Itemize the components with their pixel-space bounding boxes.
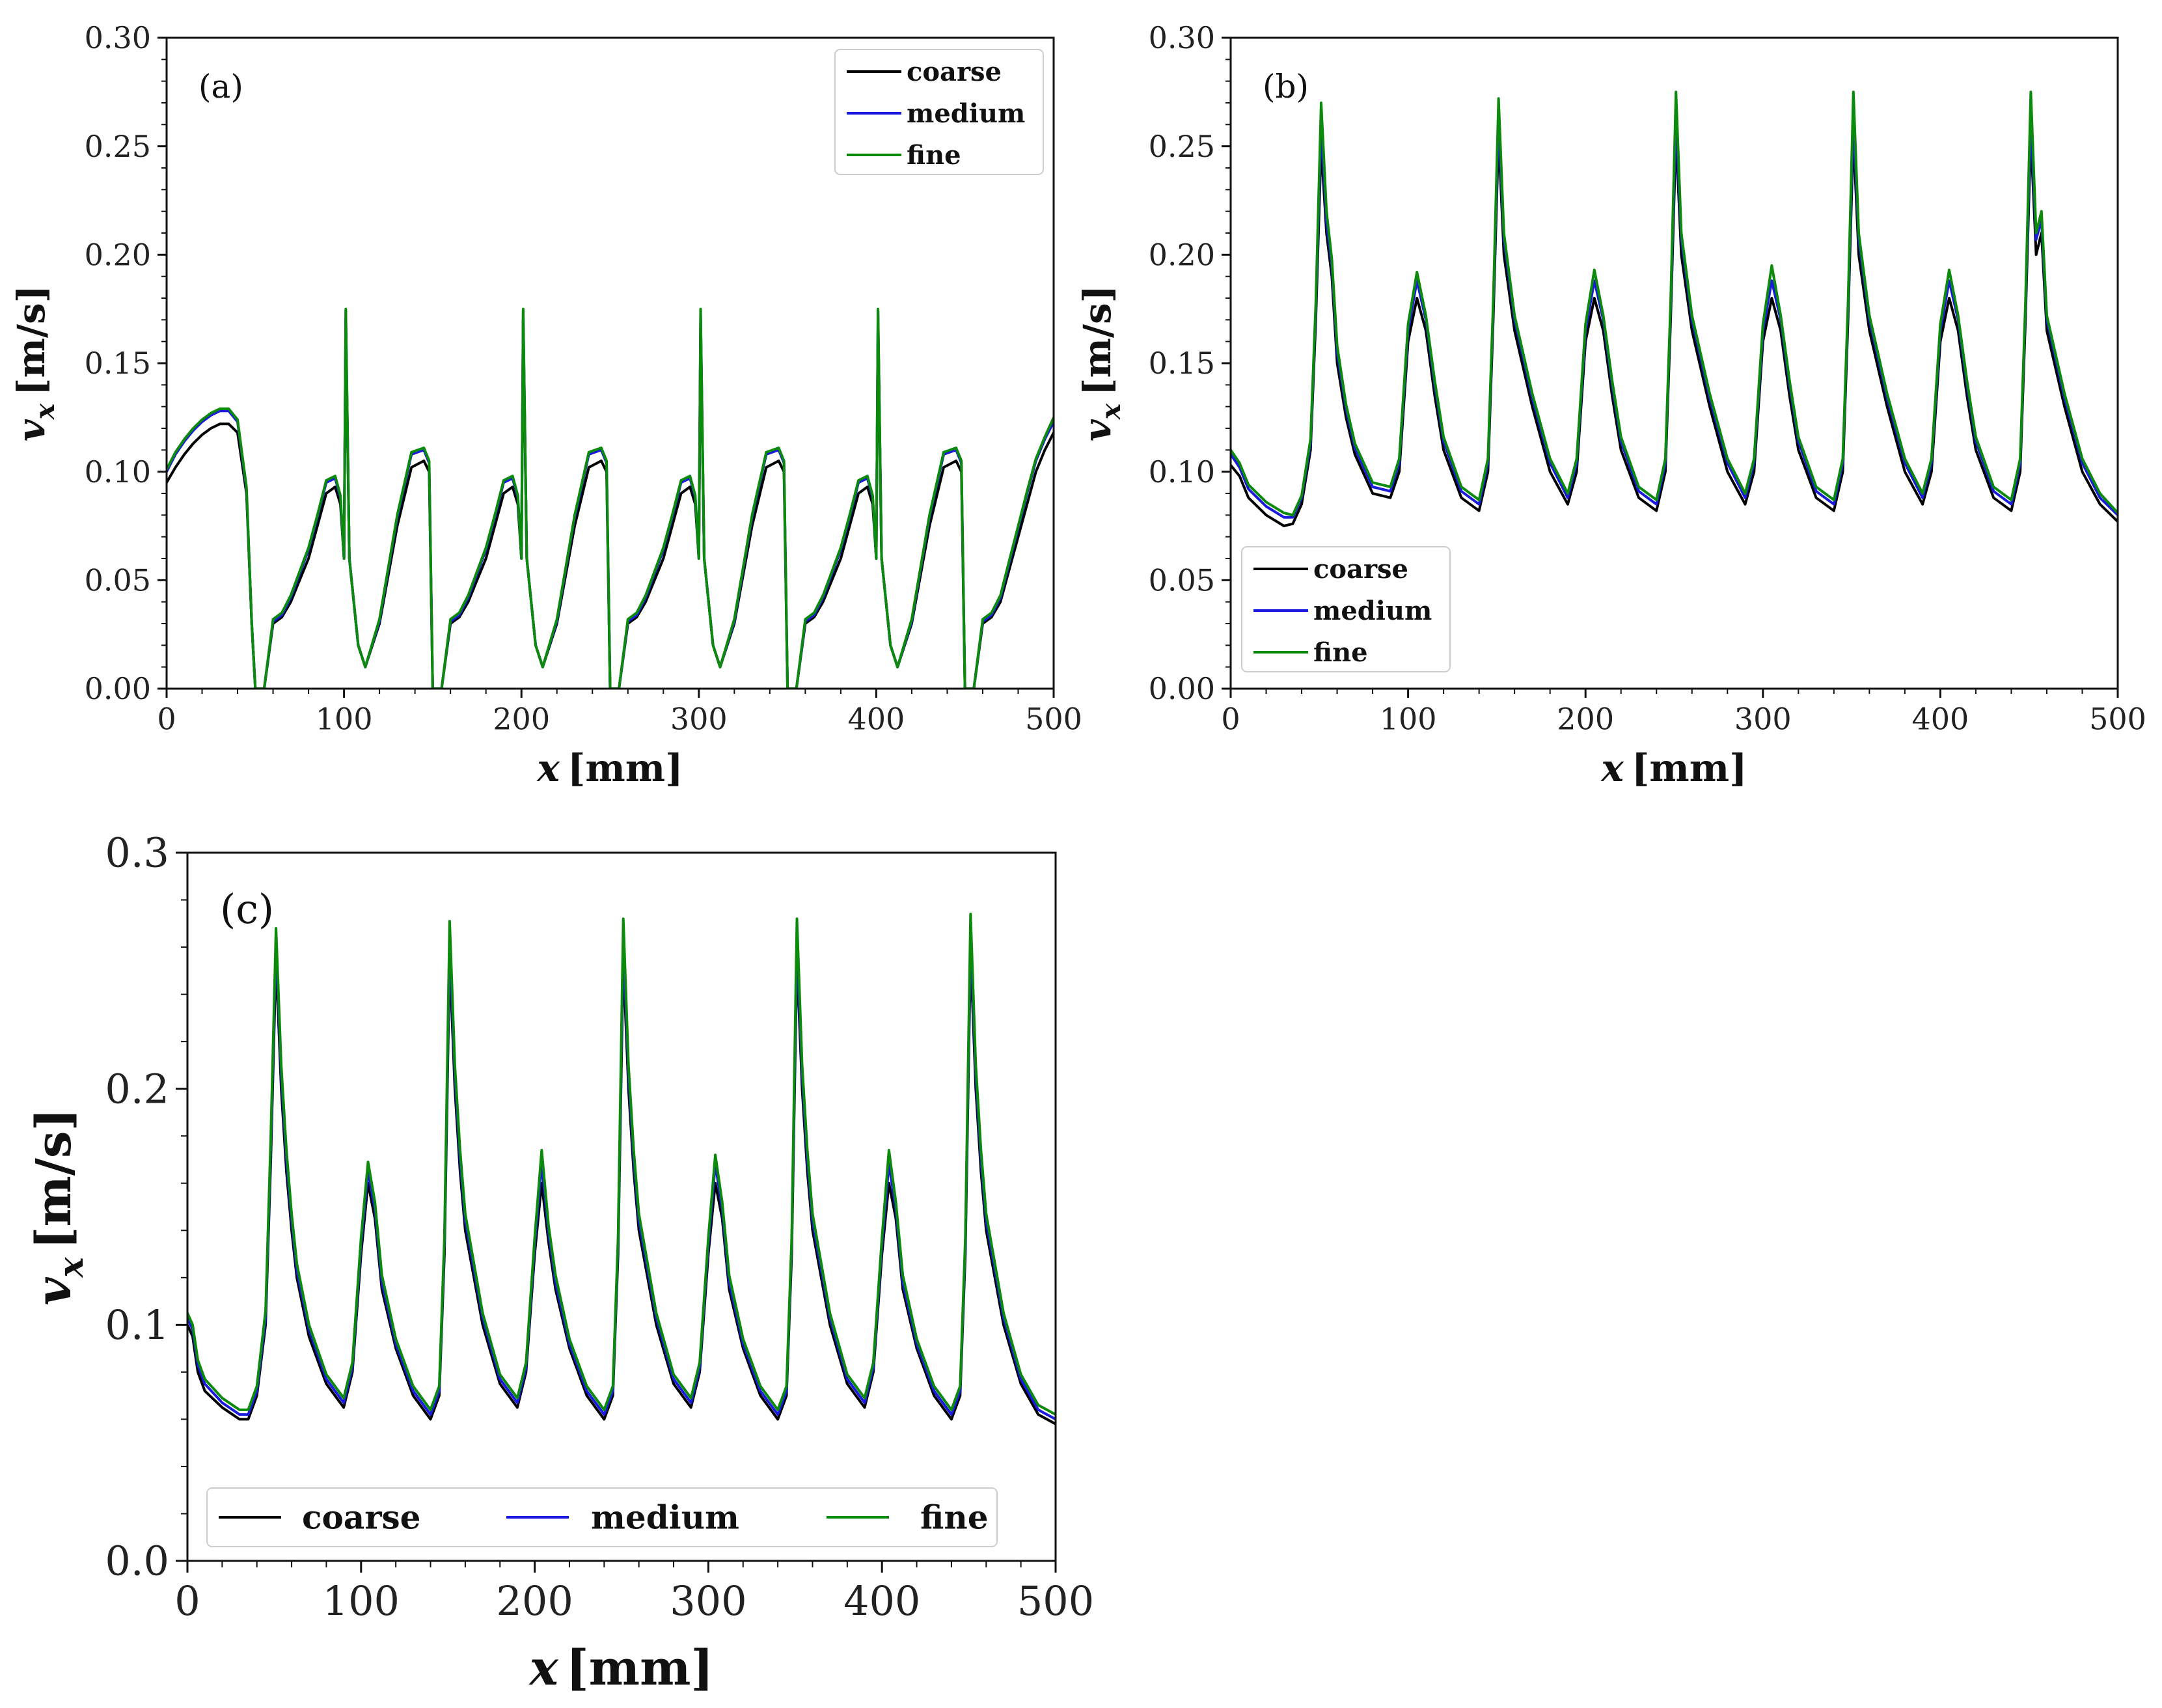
- y-tick-label: 0.3: [105, 829, 169, 877]
- x-axis-var: x: [536, 746, 560, 790]
- series-line-coarse: [187, 950, 1056, 1426]
- y-axis-var: v: [1075, 419, 1119, 441]
- legend: coarse medium fine: [1241, 546, 1451, 672]
- x-tick-label: 400: [847, 701, 905, 736]
- chart-panel-b: 0 100 200 300 400 500 0.00 0.05 0.10 0.15 0.20 0.25…: [1075, 20, 2146, 790]
- legend-label-coarse: coarse: [907, 57, 1002, 87]
- x-tick-label: 100: [1380, 701, 1437, 736]
- y-tick-label: 0.15: [1149, 346, 1215, 381]
- plot-frame: [186, 851, 1057, 1562]
- legend-box: [834, 49, 1044, 175]
- x-tick-label: 100: [316, 701, 373, 736]
- chart-panel-a: 0 100 200 300 400 500 0.00 0.05 0.10 0.15 0.20 0.25…: [9, 20, 1082, 790]
- x-tick-label: 300: [1734, 701, 1792, 736]
- x-tick-label: 400: [843, 1577, 920, 1625]
- x-axis-unit: [mm]: [1632, 746, 1747, 790]
- x-tick-label: 200: [496, 1577, 573, 1625]
- legend-label-fine: fine: [920, 1498, 989, 1537]
- legend-label-medium: medium: [1313, 596, 1432, 626]
- y-axis-sub: x: [51, 1257, 91, 1278]
- y-axis-sub: x: [29, 403, 61, 420]
- x-tick-label: 500: [1025, 701, 1082, 736]
- x-tick-label: 300: [670, 1577, 746, 1625]
- y-tick-label: 0.1: [105, 1301, 169, 1349]
- y-tick-label: 0.30: [1149, 20, 1215, 55]
- x-tick-label: 200: [493, 701, 550, 736]
- y-tick-label: 0.25: [85, 129, 151, 164]
- series-line-fine: [187, 913, 1056, 1416]
- x-tick-label: 400: [1911, 701, 1969, 736]
- series-line-coarse: [1231, 134, 2118, 527]
- y-tick-label: 0.05: [85, 562, 151, 598]
- y-axis-label: vx [m/s]: [1075, 285, 1127, 441]
- legend-label-coarse: coarse: [302, 1498, 421, 1537]
- legend-box: [1241, 546, 1451, 672]
- legend-label-fine: fine: [907, 140, 961, 171]
- y-tick-label: 0.30: [85, 20, 151, 55]
- series-line-fine: [1231, 90, 2118, 517]
- y-axis-var: v: [9, 419, 53, 441]
- legend-label-medium: medium: [907, 98, 1025, 129]
- y-tick-label: 0.10: [85, 454, 151, 489]
- y-tick-label: 0.15: [85, 346, 151, 381]
- x-tick-label: 100: [323, 1577, 400, 1625]
- y-tick-label: 0.00: [85, 671, 151, 706]
- legend-label-medium: medium: [591, 1498, 739, 1537]
- x-tick-label: 300: [670, 701, 728, 736]
- y-axis-sub: x: [1095, 403, 1127, 420]
- x-tick-label: 200: [1557, 701, 1614, 736]
- y-tick-label: 0.25: [1149, 129, 1215, 164]
- x-axis-label: x [mm]: [1600, 746, 1747, 790]
- series-line-fine: [167, 307, 1054, 689]
- x-tick-label: 500: [1017, 1577, 1094, 1625]
- y-tick-label: 0.05: [1149, 562, 1215, 598]
- y-axis-label: vx [m/s]: [9, 285, 61, 441]
- panel-label: (b): [1263, 68, 1309, 105]
- y-axis-var: v: [26, 1277, 82, 1306]
- x-axis-label: x [mm]: [536, 746, 683, 790]
- legend-box: [206, 1487, 998, 1547]
- x-axis-unit: [mm]: [566, 1640, 714, 1696]
- legend-label-coarse: coarse: [1313, 554, 1408, 585]
- y-tick-label: 0.20: [1149, 237, 1215, 272]
- y-tick-label: 0.10: [1149, 454, 1215, 489]
- y-tick-label: 0.2: [105, 1065, 169, 1112]
- legend-label-fine: fine: [1313, 637, 1368, 668]
- panel-label: (c): [220, 885, 274, 933]
- x-tick-label: 500: [2089, 701, 2146, 736]
- x-tick-label: 0: [174, 1577, 200, 1625]
- y-axis-unit: [m/s]: [1075, 285, 1119, 396]
- y-tick-label: 0.0: [105, 1537, 169, 1585]
- y-tick-label: 0.20: [85, 237, 151, 272]
- y-axis-label: vx [m/s]: [26, 1108, 91, 1305]
- x-tick-label: 0: [1221, 701, 1240, 736]
- x-axis-unit: [mm]: [568, 746, 683, 790]
- x-axis-var: x: [1600, 746, 1624, 790]
- legend: coarse medium fine: [834, 49, 1044, 175]
- panel-label: (a): [198, 68, 243, 105]
- x-axis-var: x: [528, 1640, 559, 1696]
- x-tick-label: 0: [157, 701, 176, 736]
- y-axis-unit: [m/s]: [26, 1108, 82, 1249]
- x-axis-label: x [mm]: [528, 1640, 714, 1696]
- y-tick-label: 0.00: [1149, 671, 1215, 706]
- legend: coarse medium fine: [206, 1487, 998, 1547]
- y-axis-unit: [m/s]: [9, 285, 53, 396]
